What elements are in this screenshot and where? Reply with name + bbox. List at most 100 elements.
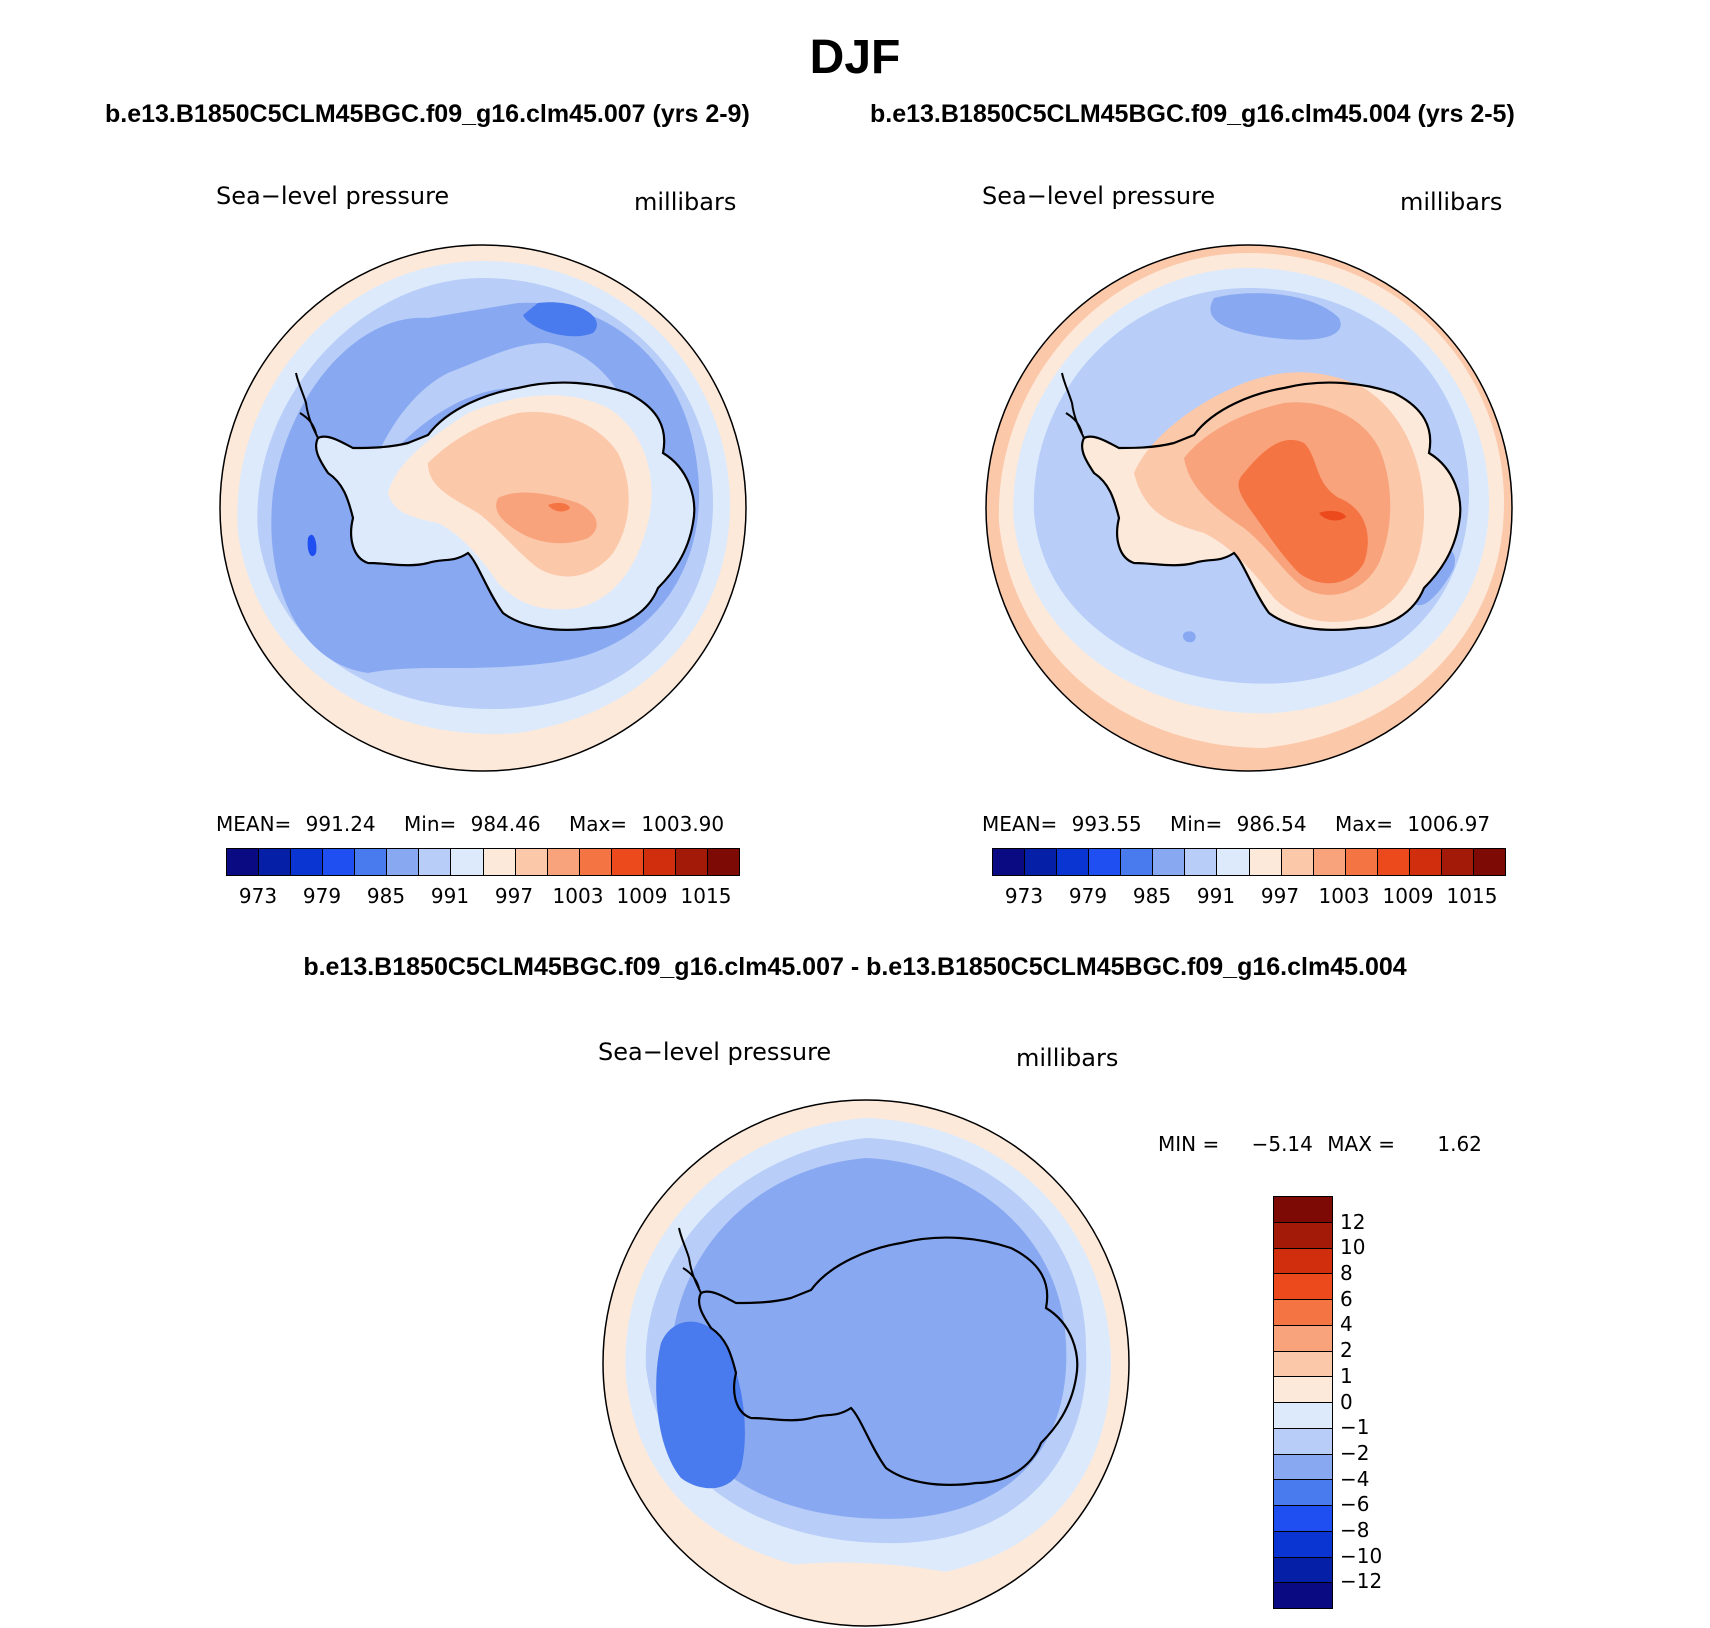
panel3-field-label: Sea−level pressure: [598, 1038, 832, 1066]
panel1-stats: MEAN= 991.24 Min= 984.46 Max= 1003.90: [216, 812, 724, 836]
panel2-max-value: 1006.97: [1407, 812, 1491, 836]
difference-title: b.e13.B1850C5CLM45BGC.f09_g16.clm45.007 …: [303, 953, 1407, 981]
colorbar-tick-label: 973: [1004, 884, 1044, 908]
panel3-units-label: millibars: [1016, 1044, 1119, 1072]
panel2-mean-label: MEAN=: [982, 812, 1058, 836]
colorbar-swatch: [323, 849, 356, 875]
colorbar-swatch: [1274, 1480, 1332, 1506]
colorbar-tick-label: −12: [1340, 1569, 1383, 1594]
diff-minus4: [656, 1321, 745, 1489]
field-high-peak: [548, 502, 570, 512]
colorbar-tick-label: 997: [1260, 884, 1300, 908]
right-case-title: b.e13.B1850C5CLM45BGC.f09_g16.clm45.004 …: [870, 100, 1515, 128]
colorbar-swatch: [1217, 849, 1250, 875]
colorbar-tick-label: 0: [1340, 1389, 1353, 1414]
colorbar-swatch: [227, 849, 260, 875]
map-border: [985, 244, 1513, 772]
colorbar-swatch: [707, 849, 739, 875]
colorbar-swatch: [1025, 849, 1058, 875]
colorbar-swatch: [1274, 1300, 1332, 1326]
panel2-colorbar: [992, 848, 1506, 876]
colorbar-tick-label: 1009: [1382, 884, 1434, 908]
colorbar-swatch: [1274, 1274, 1332, 1300]
field-low-core: [523, 302, 597, 337]
colorbar-swatch: [1274, 1197, 1332, 1223]
colorbar-swatch: [993, 849, 1026, 875]
colorbar-tick-label: 8: [1340, 1261, 1353, 1286]
colorbar-swatch: [1274, 1557, 1332, 1584]
coastline: [314, 381, 696, 631]
panel2-min-value: 986.54: [1236, 812, 1307, 836]
panel2-max-label: Max=: [1334, 812, 1394, 836]
colorbar-swatch: [1313, 849, 1346, 875]
panel1-colorbar-ticks: 973 979 985 991 997 1003 1009 1015: [226, 884, 738, 910]
panel1-mean-label: MEAN=: [216, 812, 292, 836]
colorbar-tick-label: −1: [1340, 1415, 1370, 1440]
colorbar-swatch: [515, 849, 548, 875]
colorbar-swatch: [1473, 849, 1505, 875]
map-panel2: [985, 244, 1513, 772]
figure-title: DJF: [809, 31, 901, 84]
colorbar-swatch: [675, 849, 708, 875]
left-case-title: b.e13.B1850C5CLM45BGC.f09_g16.clm45.007 …: [105, 100, 750, 128]
colorbar-tick-label: 10: [1340, 1235, 1366, 1260]
colorbar-swatch: [1274, 1325, 1332, 1352]
field-low-core: [1210, 293, 1341, 340]
colorbar-swatch: [1441, 849, 1474, 875]
panel1-min-value: 984.46: [470, 812, 541, 836]
colorbar-swatch: [1274, 1531, 1332, 1558]
panel2-stats: MEAN= 993.55 Min= 986.54 Max= 1006.97: [982, 812, 1490, 836]
panel1-mean-value: 991.24: [305, 812, 376, 836]
panel1-colorbar: [226, 848, 740, 876]
colorbar-tick-label: 1003: [552, 884, 604, 908]
colorbar-swatch: [1185, 849, 1218, 875]
colorbar-tick-label: 973: [238, 884, 278, 908]
colorbar-swatch: [1274, 1248, 1332, 1275]
colorbar-tick-label: 991: [1196, 884, 1236, 908]
panel1-min-label: Min=: [404, 812, 457, 836]
colorbar-swatch: [291, 849, 324, 875]
panel2-field-label: Sea−level pressure: [982, 182, 1216, 210]
colorbar-swatch: [1377, 849, 1410, 875]
colorbar-tick-label: 985: [366, 884, 406, 908]
colorbar-swatch: [643, 849, 676, 875]
colorbar-swatch: [1345, 849, 1378, 875]
colorbar-tick-label: 12: [1340, 1209, 1366, 1234]
colorbar-tick-label: −6: [1340, 1492, 1370, 1517]
colorbar-tick-label: 1015: [1446, 884, 1498, 908]
peninsula-coastline: [678, 1227, 702, 1294]
panel3-min-value: −5.14: [1251, 1132, 1313, 1156]
colorbar-swatch: [483, 849, 516, 875]
colorbar-tick-label: 991: [430, 884, 470, 908]
colorbar-tick-label: 997: [494, 884, 534, 908]
colorbar-swatch: [355, 849, 388, 875]
colorbar-tick-label: −2: [1340, 1440, 1370, 1465]
panel2-colorbar-ticks: 973 979 985 991 997 1003 1009 1015: [992, 884, 1504, 910]
field-high-peak: [1319, 510, 1346, 521]
colorbar-tick-label: 985: [1132, 884, 1172, 908]
colorbar-tick-label: −4: [1340, 1466, 1370, 1491]
panel1-field-label: Sea−level pressure: [216, 182, 450, 210]
panel2-units-label: millibars: [1400, 188, 1503, 216]
colorbar-swatch: [1121, 849, 1154, 875]
panel2-mean-value: 993.55: [1071, 812, 1142, 836]
colorbar-swatch: [1281, 849, 1314, 875]
colorbar-tick-label: −10: [1340, 1543, 1383, 1568]
colorbar-tick-label: 1009: [616, 884, 668, 908]
colorbar-swatch: [1274, 1403, 1332, 1429]
map-panel1: [219, 244, 747, 772]
colorbar-swatch: [419, 849, 452, 875]
colorbar-swatch: [1249, 849, 1282, 875]
colorbar-swatch: [1274, 1222, 1332, 1249]
colorbar-tick-label: 6: [1340, 1286, 1353, 1311]
colorbar-swatch: [1274, 1506, 1332, 1532]
colorbar-tick-label: 2: [1340, 1338, 1353, 1363]
colorbar-swatch: [451, 849, 484, 875]
panel3-max-label: MAX =: [1327, 1132, 1396, 1156]
panel3-stats: MIN = −5.14 MAX = 1.62: [1158, 1132, 1482, 1156]
colorbar-swatch: [579, 849, 612, 875]
field-low-core: [1182, 631, 1196, 643]
colorbar-tick-label: 1015: [680, 884, 732, 908]
panel1-units-label: millibars: [634, 188, 737, 216]
field-low-core: [307, 534, 317, 557]
